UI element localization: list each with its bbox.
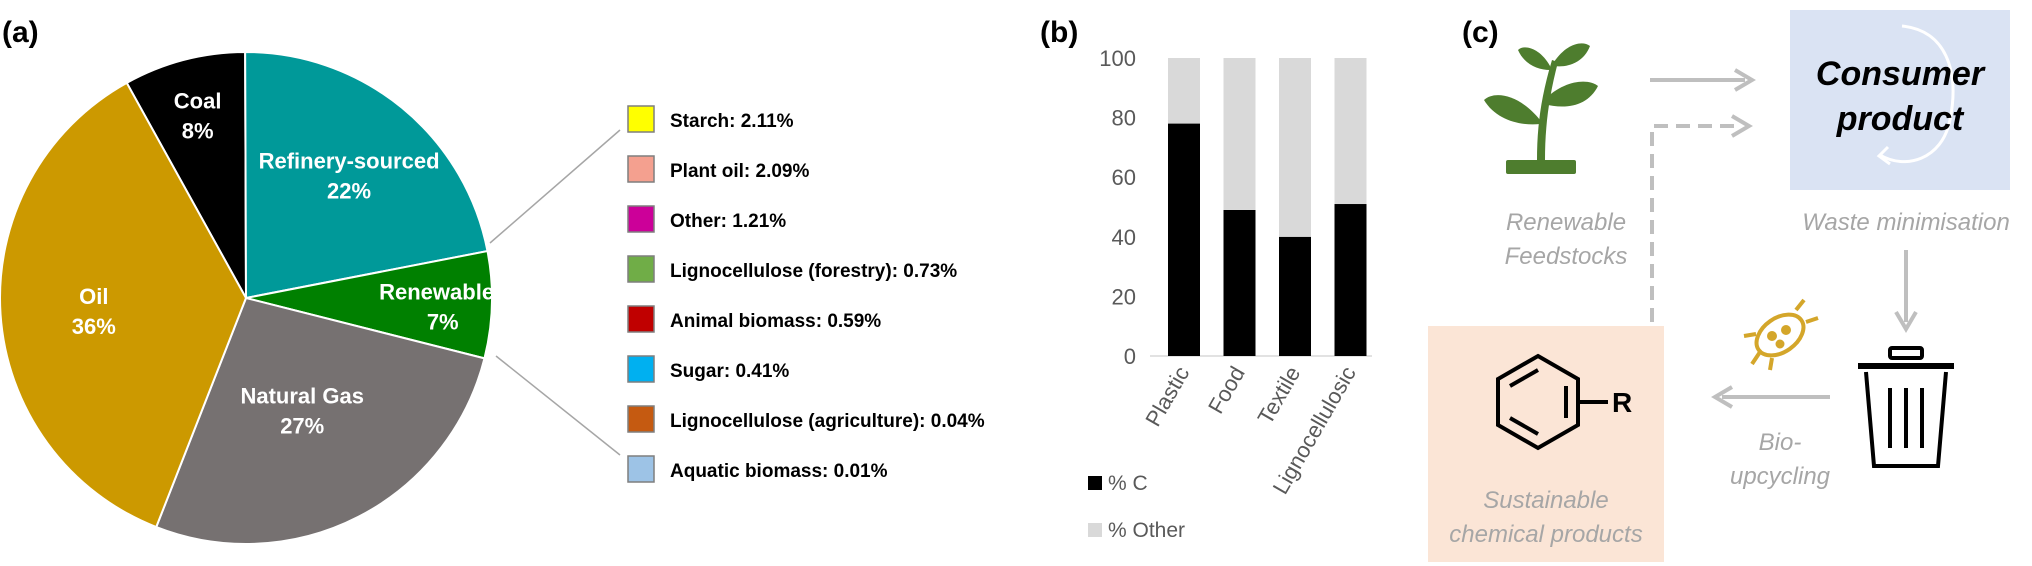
legend-swatch-aquatic-biomass	[627, 455, 655, 483]
dashed-arrow-chemical-to-product	[1650, 124, 1742, 322]
y-tick-60: 60	[1112, 165, 1136, 190]
bar-food-carbon	[1223, 209, 1256, 356]
legend-label-sugar: Sugar: 0.41%	[670, 361, 789, 382]
y-tick-20: 20	[1112, 284, 1136, 309]
pie-slice-refinery-sourced	[244, 51, 489, 300]
pie-slice-oil	[0, 81, 248, 529]
bio-label-line2: upcycling	[1730, 463, 1831, 490]
bacterium-icon	[1743, 298, 1819, 371]
breakdown-connector-top	[489, 129, 621, 244]
seedling-icon	[1484, 43, 1598, 174]
legend-swatch-lignocellulose-agriculture	[627, 405, 655, 433]
y-tick-40: 40	[1112, 225, 1136, 250]
bar-legend-swatch-other	[1088, 523, 1102, 537]
pie-value-natural-gas: 27%	[280, 413, 324, 438]
pie-value-coal: 8%	[182, 118, 214, 143]
bar-lignocellulosic-other	[1334, 58, 1367, 205]
bar-plastic-carbon	[1168, 123, 1200, 356]
bar-plastic-other	[1168, 58, 1200, 124]
legend-swatch-plant-oil	[627, 155, 655, 183]
renewable-label-line2: Feedstocks	[1505, 243, 1628, 270]
pie-label-refinery-sourced: Refinery-sourced	[259, 149, 440, 174]
renewable-label-line1: Renewable	[1506, 209, 1626, 236]
sustainable-label-line1: Sustainable	[1483, 487, 1608, 514]
legend-label-aquatic-biomass: Aquatic biomass: 0.01%	[670, 461, 888, 482]
pie-slice-renewables	[245, 249, 493, 360]
pie-label-oil: Oil	[79, 284, 108, 309]
pie-chart	[0, 50, 493, 545]
bar-legend-swatch-carbon	[1088, 476, 1102, 490]
recycle-loop-icon	[1876, 24, 1955, 166]
sustainable-label-line2: chemical products	[1449, 521, 1642, 548]
panel-label-a: (a)	[2, 16, 39, 49]
pie-label-renewables: Renewables	[379, 279, 506, 304]
panel-label-c: (c)	[1462, 16, 1499, 49]
pie-label-natural-gas: Natural Gas	[240, 383, 364, 408]
breakdown-connector-bottom	[495, 355, 621, 456]
pie-value-oil: 36%	[72, 314, 116, 339]
trash-bin-icon	[1858, 346, 1954, 468]
benzene-ring-icon	[1496, 353, 1608, 451]
y-tick-100: 100	[1099, 46, 1136, 71]
bar-legend-label-other: % Other	[1108, 519, 1185, 542]
category-label-plastic: Plastic	[1140, 362, 1194, 431]
bar-food-other	[1223, 58, 1256, 210]
bar-lignocellulosic-carbon	[1334, 204, 1367, 356]
arrowhead-feedstock-to-product	[1733, 68, 1756, 92]
legend-label-other: Other: 1.21%	[670, 211, 786, 232]
pie-value-refinery-sourced: 22%	[327, 179, 371, 204]
legend-swatch-animal-biomass	[627, 305, 655, 333]
category-label-food: Food	[1203, 362, 1250, 418]
legend-label-lignocellulose-forestry: Lignocellulose (forestry): 0.73%	[670, 261, 957, 282]
arrowhead-product-to-waste	[1894, 310, 1918, 333]
consumer-label-line2: product	[1836, 100, 1965, 138]
flow-diagram: Renewable Feedstocks Consumer product Wa…	[1428, 10, 2010, 562]
pie-labels: Coal 8% Refinery-sourced 22% Renewables 7% Nat…	[72, 88, 507, 438]
legend-swatch-sugar	[627, 355, 655, 383]
consumer-label-line1: Consumer	[1816, 55, 1986, 93]
legend-swatch-lignocellulose-forestry	[627, 255, 655, 283]
y-tick-80: 80	[1112, 106, 1136, 131]
breakdown-legend: Starch: 2.11% Plant oil: 2.09% Other: 1.21…	[627, 105, 985, 483]
pie-value-renewables: 7%	[427, 309, 459, 334]
panel-label-b: (b)	[1040, 16, 1078, 49]
pie-label-coal: Coal	[174, 88, 222, 113]
legend-label-animal-biomass: Animal biomass: 0.59%	[670, 311, 881, 332]
y-tick-0: 0	[1124, 344, 1136, 369]
bio-label-line1: Bio-	[1759, 429, 1802, 456]
category-label-textile: Textile	[1252, 362, 1305, 429]
arrowhead-chemical-to-product	[1730, 114, 1753, 138]
legend-label-starch: Starch: 2.11%	[670, 111, 794, 132]
legend-label-lignocellulose-agriculture: Lignocellulose (agriculture): 0.04%	[670, 411, 985, 432]
pie-slice-natural-gas	[154, 296, 486, 545]
bar-legend-label-carbon: % C	[1108, 472, 1148, 495]
arrowhead-waste-to-chemical	[1711, 385, 1734, 409]
bar-textile-other	[1279, 58, 1311, 237]
legend-label-plant-oil: Plant oil: 2.09%	[670, 161, 809, 182]
r-group-label: R	[1612, 387, 1632, 418]
waste-minimisation-label: Waste minimisation	[1802, 209, 2010, 236]
legend-swatch-starch	[627, 105, 655, 133]
bar-textile-carbon	[1279, 236, 1311, 356]
legend-swatch-other	[627, 205, 655, 233]
pie-slice-coal	[125, 50, 247, 299]
